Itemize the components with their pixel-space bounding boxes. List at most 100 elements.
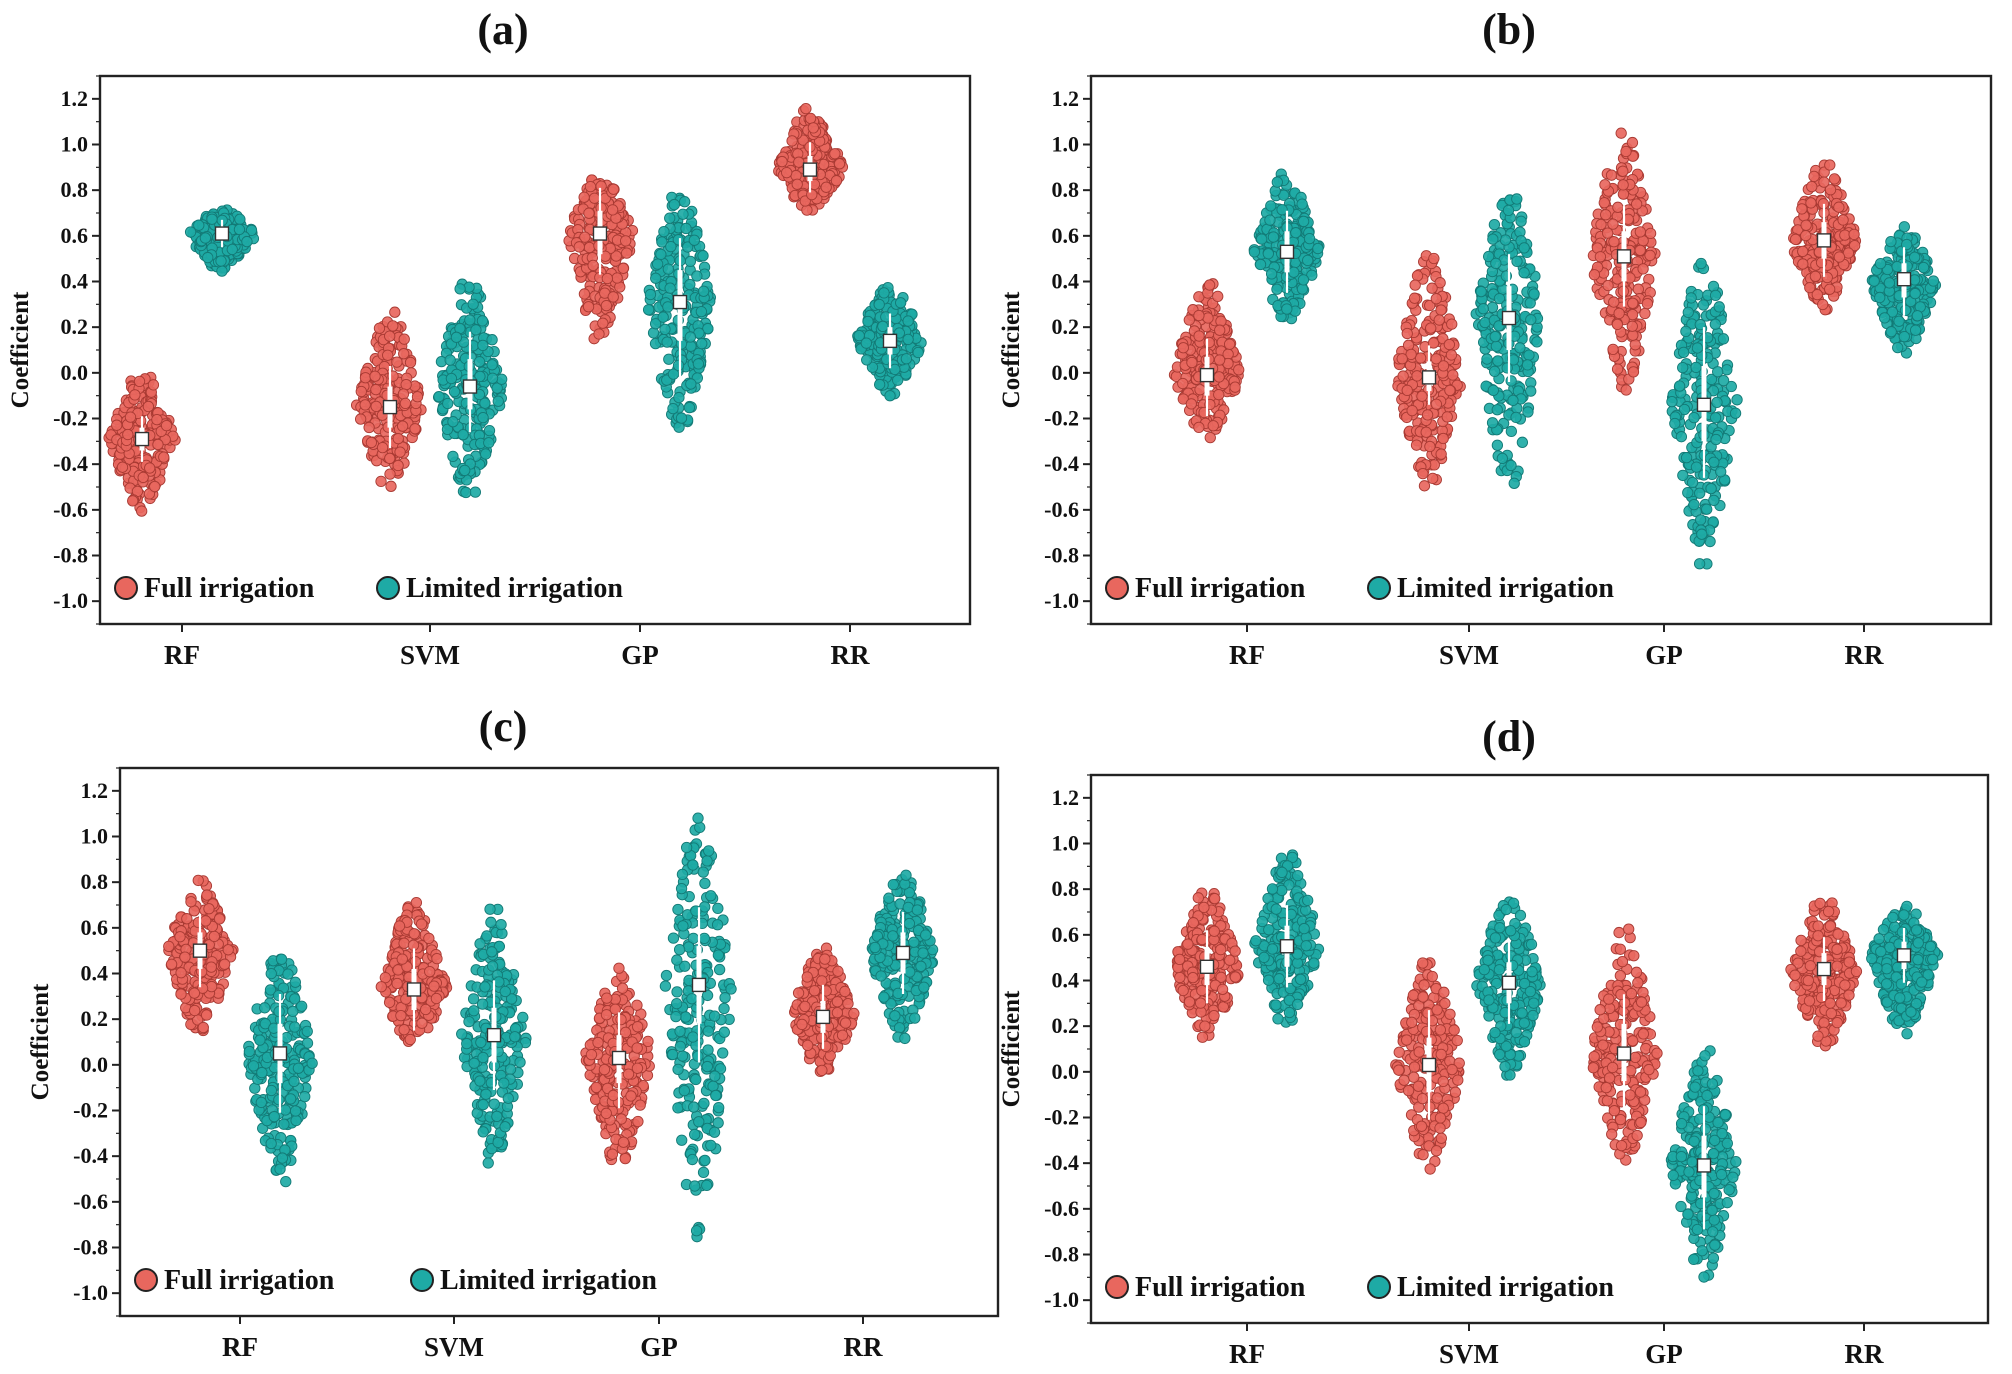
data-point xyxy=(1588,269,1601,281)
data-point xyxy=(1525,314,1537,326)
data-point xyxy=(200,915,212,927)
data-point xyxy=(370,400,382,413)
median-marker xyxy=(815,1009,831,1025)
data-point xyxy=(202,251,214,264)
data-point xyxy=(1213,388,1225,401)
data-point xyxy=(796,1018,808,1031)
data-point xyxy=(1710,433,1722,446)
data-point xyxy=(598,1063,611,1076)
data-point xyxy=(662,301,674,313)
data-point xyxy=(651,258,664,270)
data-point xyxy=(1874,291,1886,304)
data-point xyxy=(1213,354,1226,366)
data-point xyxy=(423,932,435,945)
data-point xyxy=(1488,365,1501,378)
data-point xyxy=(1617,165,1629,177)
data-point xyxy=(1510,411,1522,424)
data-point xyxy=(578,191,590,203)
data-point xyxy=(1505,459,1517,472)
data-point xyxy=(1806,181,1818,193)
median-marker xyxy=(611,1050,627,1066)
data-point xyxy=(1424,440,1436,453)
median-marker xyxy=(1279,244,1295,260)
y-tick-label: 0.0 xyxy=(81,1052,109,1077)
legend-marker-limited xyxy=(1367,576,1391,600)
data-point xyxy=(454,283,466,295)
data-point xyxy=(1666,396,1678,408)
data-point xyxy=(1848,228,1860,241)
data-point xyxy=(1885,235,1897,248)
data-point xyxy=(658,225,670,238)
data-point xyxy=(1626,320,1638,332)
median-marker xyxy=(1696,397,1712,412)
data-point xyxy=(410,897,423,909)
data-point xyxy=(696,337,708,350)
limited-swarm-rf xyxy=(243,953,318,1188)
data-point xyxy=(193,219,205,231)
data-point xyxy=(672,359,685,372)
data-point xyxy=(1911,310,1924,322)
data-point xyxy=(1491,404,1503,416)
full-swarm-gp xyxy=(1587,127,1661,396)
limited-swarm-rf xyxy=(184,204,260,277)
x-category-label: GP xyxy=(640,1332,678,1362)
panel-title: (c) xyxy=(478,702,528,751)
data-point xyxy=(1717,333,1730,345)
data-point xyxy=(697,285,710,297)
legend-marker-limited xyxy=(376,576,400,600)
swarm-chart-a: -1.0-0.8-0.6-0.4-0.20.00.20.40.60.81.01.… xyxy=(7,74,972,670)
data-point xyxy=(393,920,406,932)
y-axis-title: Coefficient xyxy=(998,291,1025,408)
y-tick-label: 1.2 xyxy=(81,778,109,803)
data-point xyxy=(1708,494,1720,507)
data-point xyxy=(430,992,443,1005)
data-point xyxy=(606,1148,619,1160)
data-point xyxy=(1397,370,1409,382)
data-point xyxy=(1186,356,1198,369)
data-point xyxy=(601,992,613,1004)
legend-label-full: Full irrigation xyxy=(1135,573,1306,604)
data-point xyxy=(185,896,197,908)
data-point xyxy=(1515,215,1527,227)
data-point xyxy=(866,361,879,373)
data-point xyxy=(889,363,901,376)
data-point xyxy=(1883,277,1896,289)
data-point xyxy=(657,311,669,323)
data-point xyxy=(1492,355,1504,367)
data-point xyxy=(1441,411,1453,423)
y-tick-label: 0.6 xyxy=(81,915,109,940)
data-point xyxy=(1598,197,1610,209)
data-point xyxy=(685,378,697,390)
data-point xyxy=(409,423,421,435)
data-point xyxy=(853,329,865,342)
data-point xyxy=(692,358,705,370)
data-point xyxy=(1502,204,1515,217)
data-point xyxy=(1644,227,1657,239)
full-swarm-rf xyxy=(1168,278,1245,444)
x-category-label: GP xyxy=(1645,640,1683,670)
data-point xyxy=(1717,374,1730,387)
data-point xyxy=(617,262,629,274)
limited-swarm-gp xyxy=(1666,257,1743,570)
data-point xyxy=(441,423,454,436)
data-point xyxy=(1493,292,1506,305)
data-point xyxy=(480,448,492,460)
data-point xyxy=(860,337,873,349)
data-point xyxy=(1612,201,1624,213)
full-swarm-gp xyxy=(580,962,655,1166)
data-point xyxy=(1511,193,1523,205)
data-point xyxy=(1709,318,1722,330)
data-point xyxy=(216,265,228,277)
data-point xyxy=(400,378,412,391)
data-point xyxy=(205,961,217,973)
data-point xyxy=(1608,236,1620,248)
data-point xyxy=(219,958,231,970)
y-tick-label: -0.4 xyxy=(1044,451,1079,476)
data-point xyxy=(457,429,469,441)
data-point xyxy=(613,962,625,974)
data-point xyxy=(1607,218,1619,230)
data-point xyxy=(1644,249,1656,262)
limited-swarm-rf xyxy=(1248,168,1325,325)
data-point xyxy=(1607,343,1619,356)
data-point xyxy=(616,982,629,994)
